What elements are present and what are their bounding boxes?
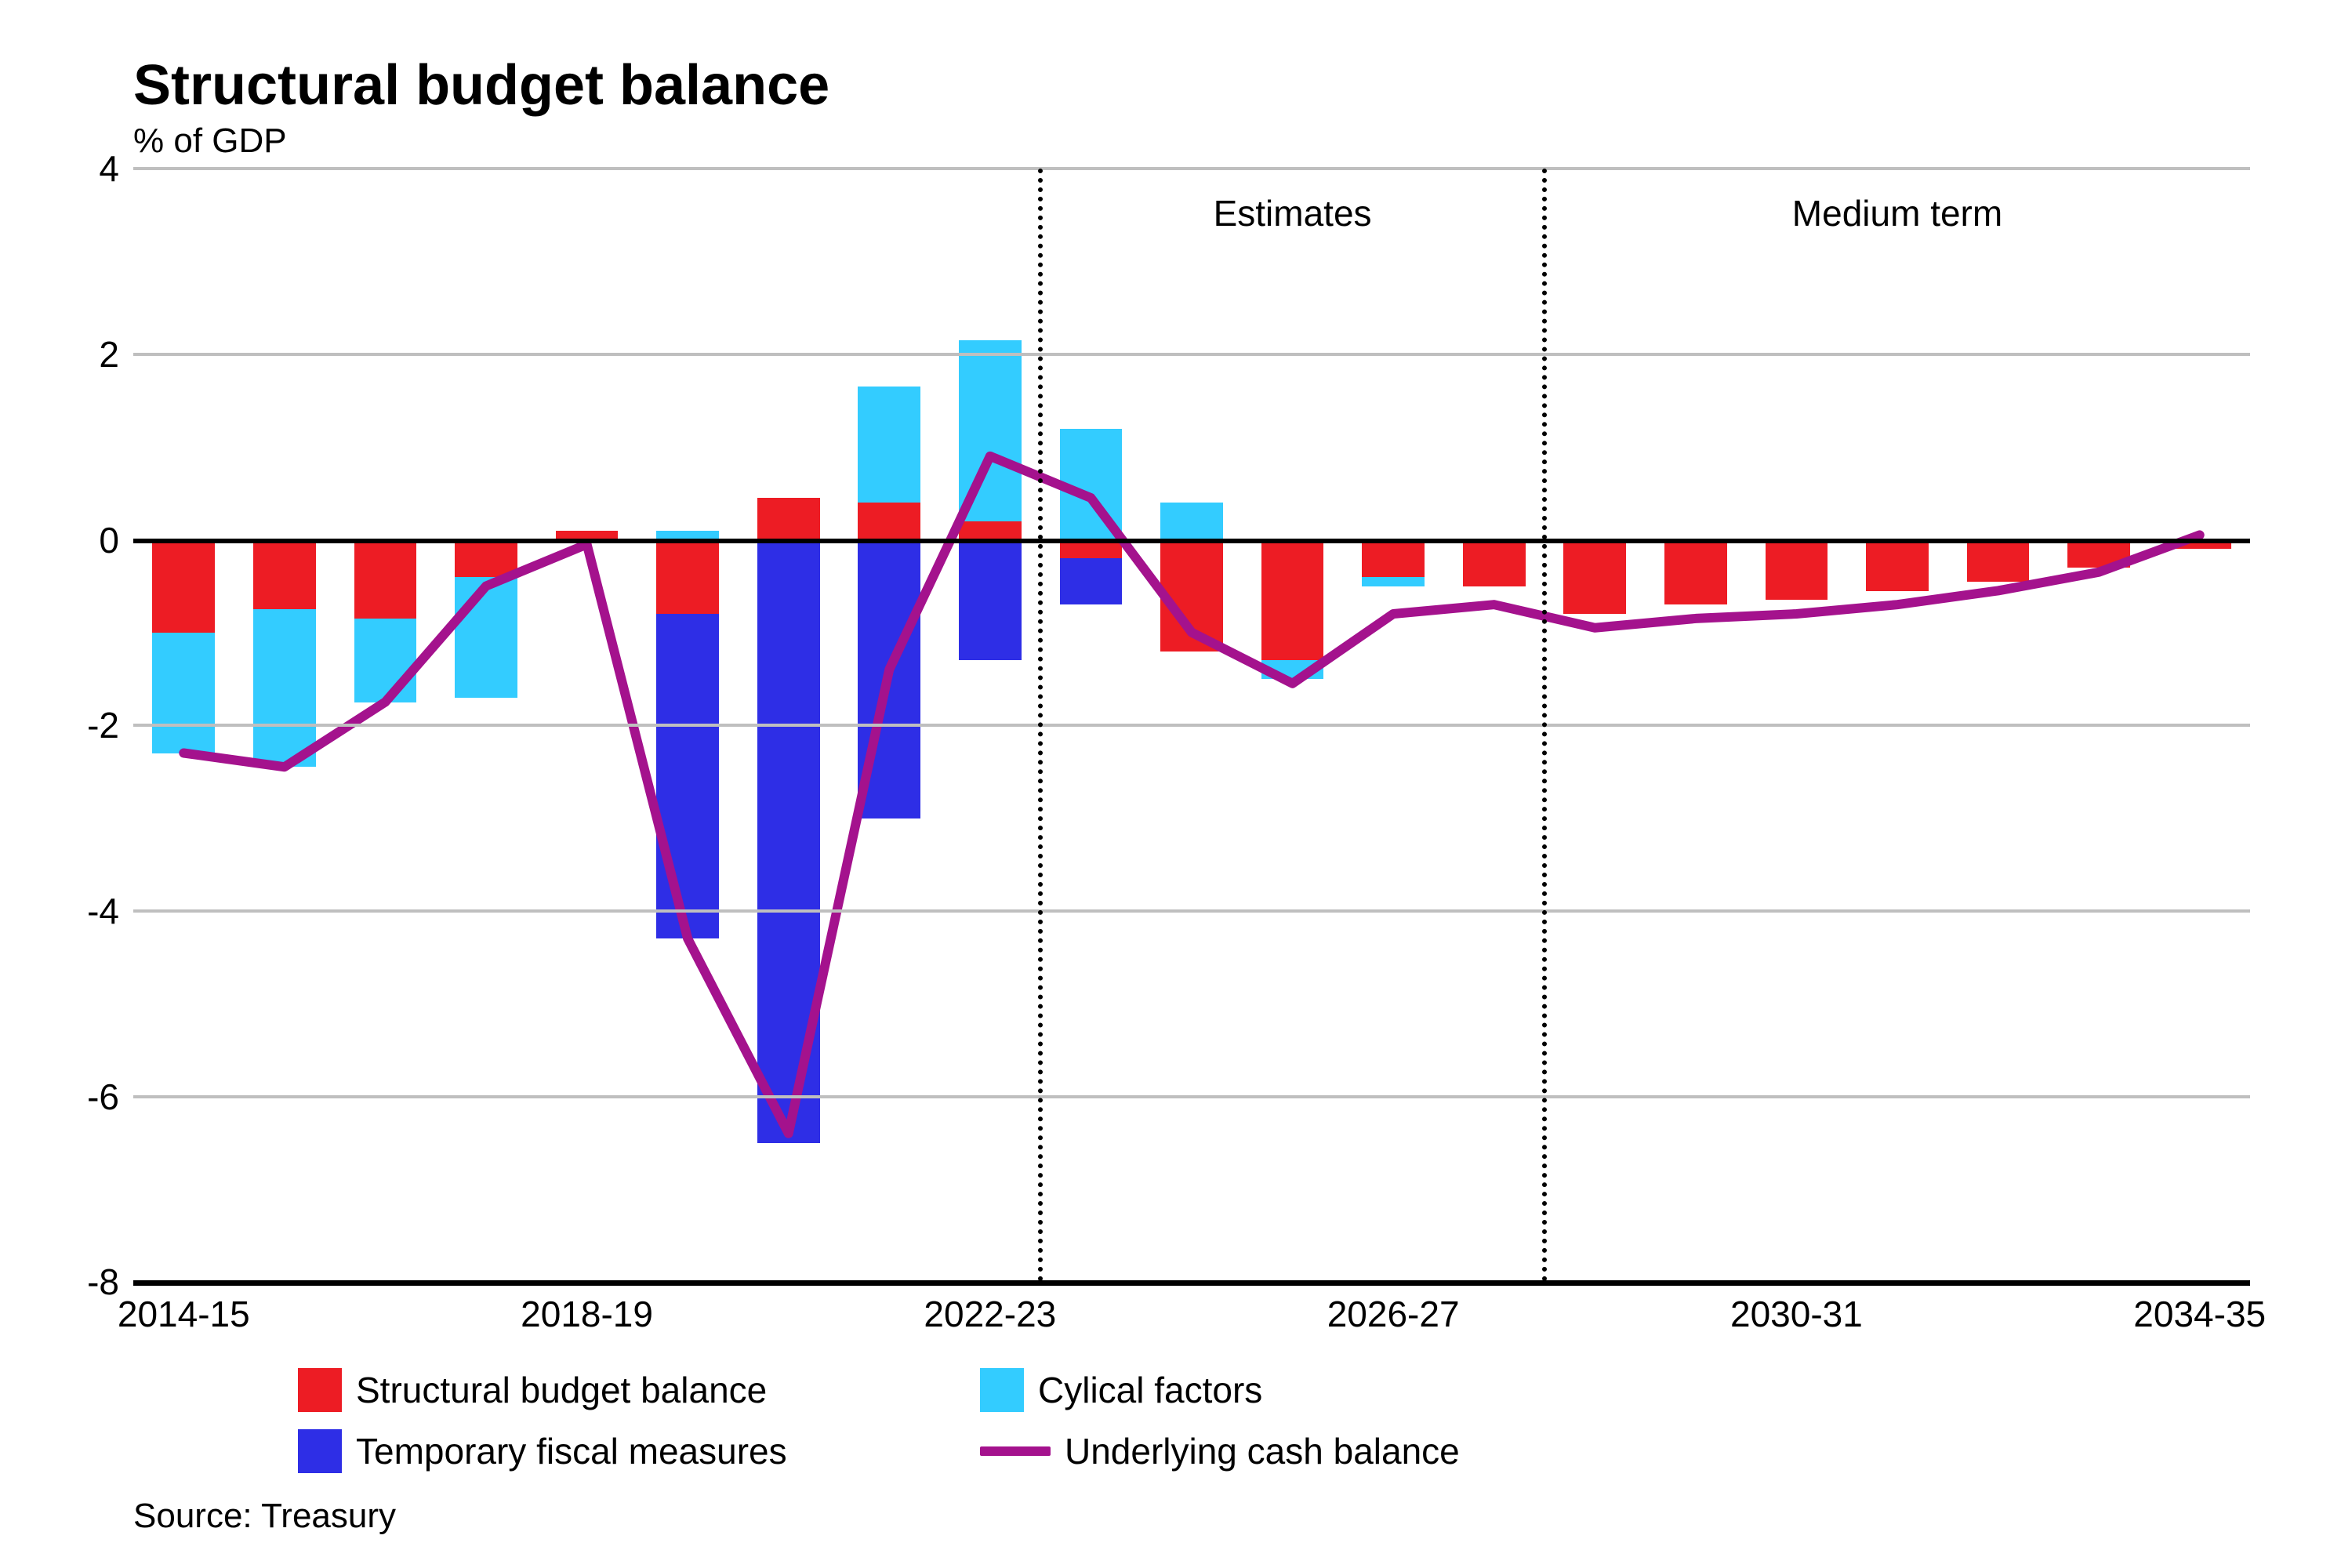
y-tick-label: -4 — [87, 890, 119, 932]
y-tick-label: 4 — [99, 147, 119, 190]
x-tick-label: 2034-35 — [2133, 1293, 2266, 1335]
gridline — [133, 724, 2250, 727]
underlying-cash-balance-line — [183, 456, 2199, 1134]
y-tick-label: -8 — [87, 1261, 119, 1303]
legend: Structural budget balance Cylical factors… — [298, 1368, 2305, 1473]
gridline — [133, 353, 2250, 356]
band-label: Medium term — [1792, 192, 2002, 234]
y-tick-label: -6 — [87, 1076, 119, 1118]
gridline — [133, 909, 2250, 913]
legend-item-underlying_line: Underlying cash balance — [980, 1429, 1662, 1473]
legend-item-temporary: Temporary fiscal measures — [298, 1429, 980, 1473]
gridline — [133, 1280, 2250, 1286]
legend-label: Structural budget balance — [356, 1369, 767, 1411]
legend-item-structural: Structural budget balance — [298, 1368, 980, 1412]
legend-line-swatch — [980, 1446, 1051, 1456]
divider-line — [1542, 169, 1547, 1282]
x-tick-label: 2022-23 — [924, 1293, 1056, 1335]
chart-container: Structural budget balance % of GDP 2014-… — [0, 0, 2352, 1568]
legend-swatch — [980, 1368, 1024, 1412]
legend-label: Underlying cash balance — [1065, 1430, 1460, 1472]
chart-title: Structural budget balance — [133, 55, 2305, 117]
source-label: Source: Treasury — [133, 1497, 2305, 1536]
legend-swatch — [298, 1368, 342, 1412]
gridline — [133, 1095, 2250, 1098]
x-tick-label: 2018-19 — [521, 1293, 653, 1335]
band-label: Estimates — [1214, 192, 1372, 234]
gridline — [133, 167, 2250, 170]
x-tick-label: 2026-27 — [1327, 1293, 1460, 1335]
legend-label: Cylical factors — [1038, 1369, 1262, 1411]
y-tick-label: -2 — [87, 704, 119, 746]
x-tick-label: 2030-31 — [1730, 1293, 1863, 1335]
legend-swatch — [298, 1429, 342, 1473]
x-axis: 2014-152018-192022-232026-272030-312034-… — [133, 1282, 2250, 1345]
zero-line — [133, 539, 2250, 543]
chart-subtitle: % of GDP — [133, 122, 2305, 161]
y-tick-label: 0 — [99, 519, 119, 561]
x-tick-label: 2014-15 — [118, 1293, 250, 1335]
divider-line — [1038, 169, 1043, 1282]
plot-area: 2014-152018-192022-232026-272030-312034-… — [133, 169, 2250, 1282]
y-tick-label: 2 — [99, 333, 119, 376]
legend-item-cyclical: Cylical factors — [980, 1368, 1662, 1412]
legend-label: Temporary fiscal measures — [356, 1430, 787, 1472]
